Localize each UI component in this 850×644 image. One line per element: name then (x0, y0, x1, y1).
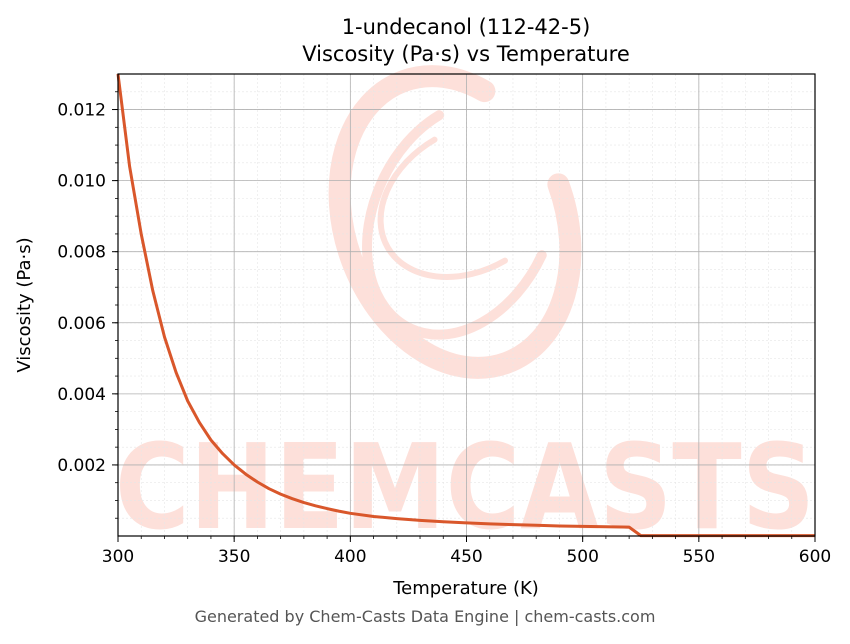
x-tick-label: 350 (218, 547, 250, 567)
x-tick-label: 300 (102, 547, 134, 567)
y-tick-label: 0.004 (57, 385, 106, 405)
chart-subtitle: Viscosity (Pa·s) vs Temperature (302, 42, 630, 66)
y-tick-label: 0.008 (57, 243, 106, 263)
y-tick-label: 0.006 (57, 314, 106, 334)
watermark-text: CHEMCASTS (115, 418, 815, 556)
major-grid (117, 74, 816, 536)
x-tick-label: 550 (683, 547, 715, 567)
y-axis-label: Viscosity (Pa·s) (14, 237, 35, 372)
x-tick-label: 600 (799, 547, 831, 567)
x-tick-label: 450 (450, 547, 482, 567)
watermark-logo: CHEMCASTS (115, 65, 815, 556)
footer-credit: Generated by Chem-Casts Data Engine | ch… (194, 607, 656, 626)
x-tick-label: 500 (566, 547, 598, 567)
y-tick-label: 0.012 (57, 101, 106, 121)
y-tick-label: 0.002 (57, 456, 106, 476)
x-axis-label: Temperature (K) (392, 578, 539, 599)
x-axis-ticks: 300 350 400 450 500 550 600 (102, 536, 831, 567)
y-axis-ticks: 0.002 0.004 0.006 0.008 0.010 0.012 (57, 91, 118, 519)
x-tick-label: 400 (334, 547, 366, 567)
chart-title: 1-undecanol (112-42-5) (342, 15, 591, 39)
y-tick-label: 0.010 (57, 172, 106, 192)
watermark-swirl-icon (328, 65, 582, 379)
